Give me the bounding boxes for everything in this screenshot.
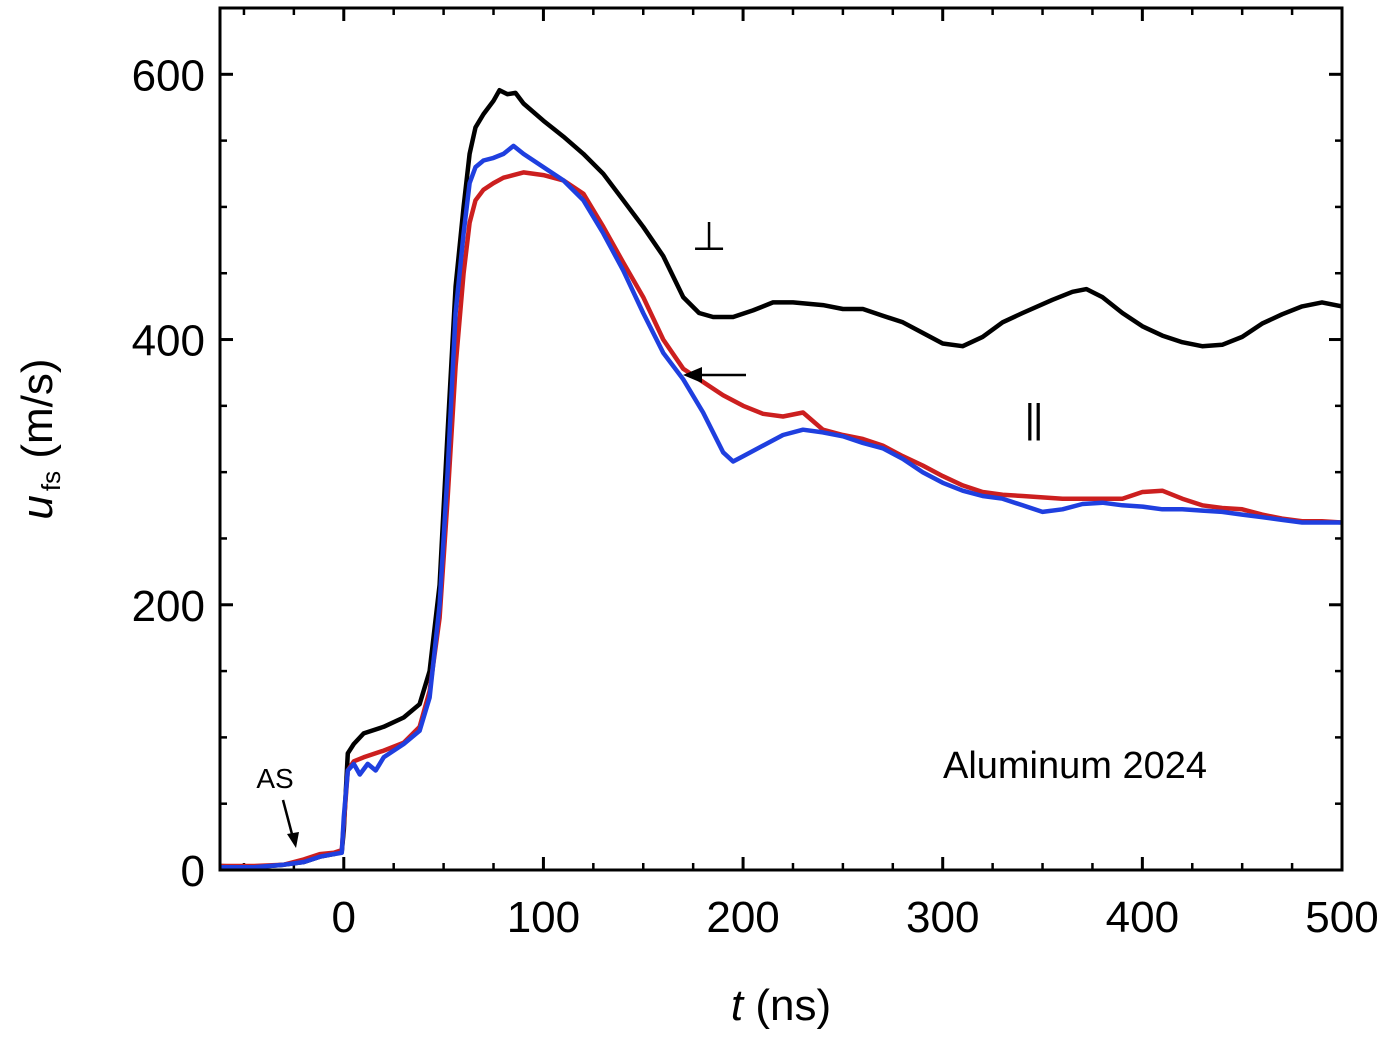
- x-tick-label: 0: [332, 893, 356, 942]
- x-tick-label: 200: [706, 893, 779, 942]
- y-axis-unit: (m/s): [13, 358, 62, 470]
- y-tick-label: 600: [132, 51, 205, 100]
- plot-frame: [218, 6, 1344, 872]
- y-tick-label: 200: [132, 582, 205, 631]
- series-line-2: [220, 170, 1342, 869]
- x-axis-unit: (ns): [743, 981, 831, 1030]
- series-layer: [220, 87, 1342, 870]
- y-axis-var: u: [13, 495, 62, 519]
- x-axis-title: t (ns): [731, 981, 831, 1030]
- series-line-3: [220, 143, 1342, 870]
- minor-ticks: [220, 6, 1342, 870]
- x-axis-var: t: [731, 981, 745, 1030]
- y-tick-label: 400: [132, 317, 205, 366]
- x-tick-label: 500: [1305, 893, 1378, 942]
- parallel-label: ||: [1025, 397, 1042, 441]
- as-arrow: [281, 799, 299, 848]
- x-tick-label: 300: [906, 893, 979, 942]
- pointer-arrow: [683, 367, 746, 383]
- x-tick-label: 400: [1106, 893, 1179, 942]
- major-ticks: [220, 8, 1344, 872]
- perpendicular-label: ⊥: [692, 215, 727, 259]
- y-tick-label: 0: [181, 847, 205, 896]
- material-label: Aluminum 2024: [943, 745, 1207, 787]
- y-tick-labels: 0 200 400 600: [132, 51, 205, 896]
- y-axis-sub: fs: [36, 471, 66, 491]
- as-label: AS: [256, 763, 293, 794]
- series-line-1: [220, 87, 1342, 870]
- y-axis-title: u fs (m/s): [13, 358, 66, 519]
- x-tick-labels: 0 100 200 300 400 500: [332, 893, 1379, 942]
- x-tick-label: 100: [507, 893, 580, 942]
